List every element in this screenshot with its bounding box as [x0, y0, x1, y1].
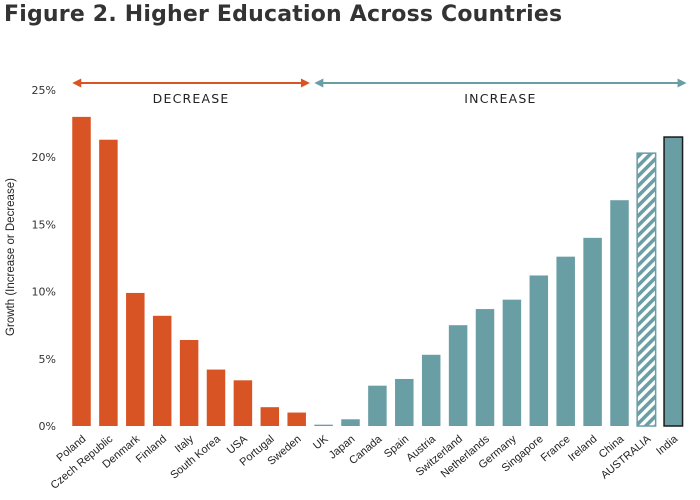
bar-italy: [179, 339, 199, 426]
bar-south-korea: [206, 369, 226, 426]
bar-sweden: [287, 412, 306, 426]
y-tick-label: 5%: [39, 353, 56, 366]
category-label: Ireland: [566, 433, 599, 464]
y-tick-label: 0%: [39, 420, 56, 433]
category-label: France: [539, 433, 573, 464]
bar-spain: [395, 378, 414, 426]
arrow-head-right-icon: [677, 78, 687, 88]
y-tick-label: 15%: [32, 218, 56, 231]
bar-ireland: [583, 237, 602, 426]
range-label: INCREASE: [464, 91, 536, 106]
arrow-head-left-icon: [314, 78, 324, 88]
y-axis: 0% 5% 10% 15% 20% 25%: [32, 84, 56, 433]
chart-title: Figure 2. Higher Education Across Countr…: [4, 2, 563, 27]
bar-china: [610, 200, 629, 426]
range-annotations: DECREASE INCREASE: [72, 78, 687, 106]
category-label: UK: [311, 433, 331, 452]
bar-australia: [636, 152, 657, 427]
arrow-head-left-icon: [72, 78, 82, 88]
bar-france: [556, 256, 575, 426]
range-label: DECREASE: [153, 91, 230, 106]
y-axis-label: Growth (Increase or Decrease): [5, 178, 17, 336]
bar-germany: [502, 299, 522, 426]
category-label: India: [654, 433, 681, 458]
bar-finland: [152, 315, 172, 426]
bar-switzerland: [448, 325, 468, 426]
y-tick-label: 20%: [32, 151, 56, 164]
arrow-head-right-icon: [300, 78, 310, 88]
bar-japan: [341, 419, 360, 426]
bar-netherlands: [475, 309, 495, 426]
bar-poland: [72, 116, 91, 426]
bar-india: [663, 136, 684, 427]
y-tick-label: 10%: [32, 286, 56, 299]
bar-denmark: [126, 292, 145, 426]
bar-portugal: [260, 407, 280, 426]
bar-usa: [233, 380, 253, 426]
category-label: South Korea: [168, 433, 223, 482]
bar-austria: [421, 354, 441, 426]
bar-uk: [314, 424, 333, 426]
category-label: Finland: [134, 433, 169, 465]
bar-czech-republic: [99, 139, 118, 426]
bar-canada: [368, 385, 387, 426]
bar-singapore: [529, 275, 549, 426]
bars: [72, 116, 684, 427]
y-tick-label: 25%: [32, 84, 56, 97]
